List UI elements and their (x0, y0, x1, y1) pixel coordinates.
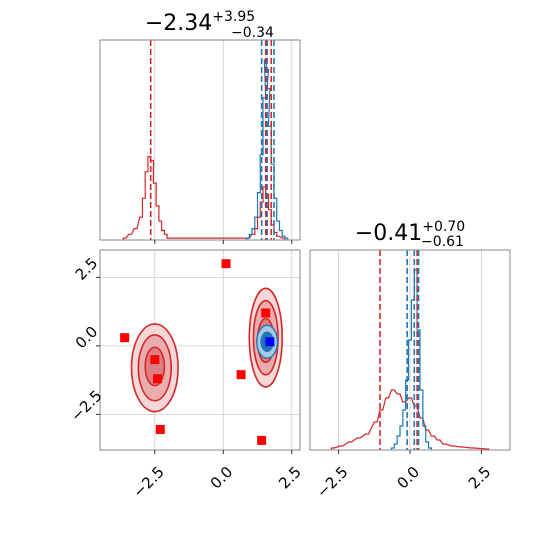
hist-series-1 (390, 269, 433, 450)
x-tick-label: −2.5 (313, 463, 351, 501)
x-tick-label: 2.5 (465, 463, 495, 493)
title-param1: −2.34+3.95 (145, 9, 255, 36)
sample-point-red (153, 374, 163, 384)
title-param2-sub-text: −0.61 (421, 234, 464, 250)
title-param1-sub: −0.34 (231, 25, 274, 41)
panel-histogram-param1 (99, 39, 301, 244)
sample-point-red (236, 370, 246, 380)
x-tick-label: 2.5 (275, 463, 305, 493)
title-param1-sup: +3.95 (212, 9, 255, 25)
title-param1-sub-text: −0.34 (231, 25, 274, 41)
sample-point-blue (265, 337, 275, 347)
sample-point-red (150, 355, 160, 365)
x-tick-label: 0.0 (393, 463, 423, 493)
sample-point-red (155, 424, 165, 434)
sample-point-red (257, 435, 267, 445)
title-param2: −0.41+0.70 (355, 219, 465, 246)
panel-frame (99, 39, 301, 241)
x-tick-label: 0.0 (207, 463, 237, 493)
panel-frame (99, 249, 301, 451)
y-tick-label: 2.5 (72, 254, 102, 284)
panel-scatter-2d: −2.5 0.0 2.5−2.50.02.5 (67, 249, 305, 501)
title-param2-base: −0.41 (355, 221, 422, 246)
panel-histogram-param2: −2.5 0.0 2.5 (309, 249, 511, 501)
y-tick-label: 0.0 (72, 323, 102, 353)
sample-point-red (261, 308, 271, 318)
title-param2-sub: −0.61 (421, 234, 464, 250)
sample-point-red (120, 333, 130, 343)
title-param2-sup: +0.70 (422, 219, 465, 235)
sample-point-red (221, 259, 231, 269)
x-tick-label: −2.5 (129, 463, 167, 501)
title-param1-base: −2.34 (145, 11, 212, 36)
